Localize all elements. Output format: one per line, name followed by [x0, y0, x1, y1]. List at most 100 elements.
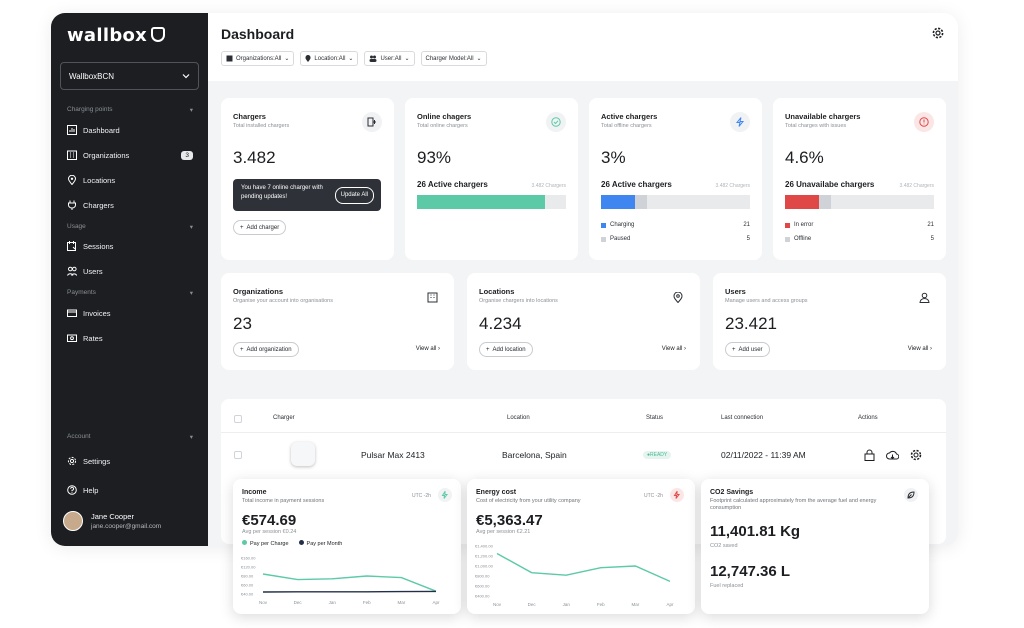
- active-percentage-value: 3%: [601, 148, 626, 167]
- sidebar-item-label: Organizations: [83, 150, 130, 160]
- section-payments[interactable]: Payments ▾: [67, 289, 193, 297]
- chevron-down-icon: [182, 74, 190, 79]
- filter-label: User:All: [380, 55, 402, 62]
- card-subtitle: Organise chargers into locations: [479, 298, 558, 304]
- filter-label: Location:All: [314, 55, 346, 62]
- chevron-right-icon: ›: [684, 346, 686, 352]
- section-usage[interactable]: Usage ▾: [67, 223, 193, 231]
- bar-label: 26 Active chargers: [417, 180, 488, 189]
- link-label: View all: [907, 346, 929, 352]
- last-connection: 02/11/2022 - 11:39 AM: [721, 450, 806, 460]
- avatar: [63, 511, 83, 531]
- organization-select-value: WallboxBCN: [69, 71, 115, 81]
- energy-cost-widget: Energy cost Cost of electricity from you…: [467, 479, 695, 614]
- sidebar-item-settings[interactable]: Settings: [67, 456, 193, 466]
- cloud-update-icon[interactable]: [886, 449, 899, 461]
- add-user-button[interactable]: + Add user: [725, 342, 770, 357]
- users-count-value: 23.421: [725, 314, 777, 333]
- offline-fill: [819, 195, 832, 209]
- row-checkbox[interactable]: [234, 451, 242, 459]
- filter-bar: Organizations:All ⌄ Location:All ⌄ User:Al…: [221, 51, 487, 66]
- energy-cost-value: €5,363.47: [476, 512, 543, 529]
- sidebar-item-organizations[interactable]: Organizations 3: [67, 150, 193, 160]
- column-header-status[interactable]: Status: [646, 415, 664, 421]
- sidebar-item-invoices[interactable]: Invoices: [67, 308, 193, 318]
- filter-charger-model[interactable]: Charger Model:All ⌄: [420, 51, 487, 66]
- view-all-users-link[interactable]: View all ›: [908, 346, 932, 352]
- widget-title: CO2 Savings: [710, 489, 754, 496]
- section-label: Payments: [67, 289, 96, 296]
- filter-label: Organizations:All: [236, 55, 282, 62]
- sidebar-item-label: Settings: [83, 456, 111, 466]
- sidebar-item-sessions[interactable]: Sessions: [67, 241, 193, 251]
- caret-down-icon: ▾: [189, 290, 193, 297]
- organizations-count-value: 23: [233, 314, 252, 333]
- y-tick-label: €400.00: [475, 594, 490, 599]
- legend-swatch: [601, 222, 606, 228]
- income-value: €574.69: [242, 512, 297, 529]
- card-title: Online chagers: [417, 112, 472, 121]
- x-tick-label: Nov: [493, 602, 502, 607]
- sidebar-item-users[interactable]: Users: [67, 266, 193, 276]
- card-subtitle: Total offline chargers: [601, 123, 652, 129]
- user-profile[interactable]: Jane Cooper jane.cooper@gmail.com: [63, 511, 161, 531]
- x-tick-label: Jan: [329, 600, 337, 605]
- income-line-chart: €160.00 €120.00 €80.00 €60.00 €40.00 Nov Dec Ja…: [241, 556, 440, 606]
- section-account[interactable]: Account ▾: [67, 433, 193, 441]
- chargers-total-value: 3.482: [233, 148, 276, 167]
- sidebar-item-label: Chargers: [83, 200, 114, 210]
- widget-subtitle: Footprint calculated approximately from …: [710, 498, 877, 511]
- income-avg: Avg per session €0.24: [242, 529, 297, 535]
- app-window: wallbox WallboxBCN Charging points ▾ Dash…: [51, 13, 958, 546]
- column-header-charger[interactable]: Charger: [273, 415, 295, 421]
- card-chargers: Chargers Total installed chargers 3.482 …: [221, 98, 394, 260]
- legend-swatch: [601, 236, 606, 242]
- timezone-label: UTC -2h: [412, 493, 431, 499]
- chevron-right-icon: ›: [930, 346, 932, 352]
- x-tick-label: Mar: [398, 600, 406, 605]
- lock-icon[interactable]: [864, 449, 875, 461]
- sidebar-item-locations[interactable]: Locations: [67, 175, 193, 185]
- add-charger-button[interactable]: + Add charger: [233, 220, 287, 235]
- organizations-count-badge: 3: [181, 150, 193, 160]
- sidebar-item-label: Locations: [83, 175, 116, 185]
- view-all-organizations-link[interactable]: View all ›: [416, 346, 440, 352]
- sidebar-item-dashboard[interactable]: Dashboard: [67, 125, 193, 135]
- sidebar-item-chargers[interactable]: Chargers: [67, 200, 193, 210]
- add-organization-button[interactable]: + Add organization: [233, 342, 299, 357]
- wallbox-logo[interactable]: wallbox: [67, 25, 166, 46]
- user-name: Jane Cooper: [91, 512, 134, 521]
- filter-location[interactable]: Location:All ⌄: [300, 51, 359, 66]
- logo-text: wallbox: [67, 25, 148, 46]
- organization-select[interactable]: WallboxBCN: [60, 62, 199, 90]
- settings-gear-icon[interactable]: [932, 27, 944, 39]
- pending-updates-toast: You have 7 online charger with pending u…: [233, 179, 381, 211]
- charger-icon: [362, 112, 382, 132]
- charger-name[interactable]: Pulsar Max 2413: [361, 450, 425, 460]
- select-all-checkbox[interactable]: [234, 415, 242, 423]
- sidebar-item-help[interactable]: Help: [67, 485, 193, 495]
- section-label: Account: [67, 433, 91, 440]
- column-header-actions: Actions: [858, 415, 878, 421]
- timezone-label: UTC -2h: [644, 493, 663, 499]
- charging-fill: [601, 195, 636, 209]
- filter-user[interactable]: User:All ⌄: [364, 51, 415, 66]
- money-icon: [67, 334, 77, 342]
- section-charging-points[interactable]: Charging points ▾: [67, 106, 193, 114]
- filter-organizations[interactable]: Organizations:All ⌄: [221, 51, 295, 66]
- column-header-location[interactable]: Location: [507, 415, 530, 421]
- add-location-button[interactable]: + Add location: [479, 342, 533, 357]
- sidebar: wallbox WallboxBCN Charging points ▾ Dash…: [51, 13, 208, 546]
- fuel-replaced-value: 12,747.36 L: [710, 563, 791, 580]
- users-icon: [369, 55, 377, 62]
- x-tick-label: Jan: [563, 602, 571, 607]
- legend-charging: Charging 21: [601, 222, 750, 228]
- sidebar-item-rates[interactable]: Rates: [67, 333, 193, 343]
- legend-in-error: In error 21: [785, 222, 934, 228]
- column-header-last-connection[interactable]: Last connection: [721, 415, 764, 421]
- gear-icon[interactable]: [910, 449, 922, 461]
- y-tick-label: €60.00: [241, 583, 254, 588]
- update-all-button[interactable]: Update All: [334, 187, 374, 204]
- view-all-locations-link[interactable]: View all ›: [662, 346, 686, 352]
- card-active-chargers: Active chargers Total offline chargers 3…: [589, 98, 762, 260]
